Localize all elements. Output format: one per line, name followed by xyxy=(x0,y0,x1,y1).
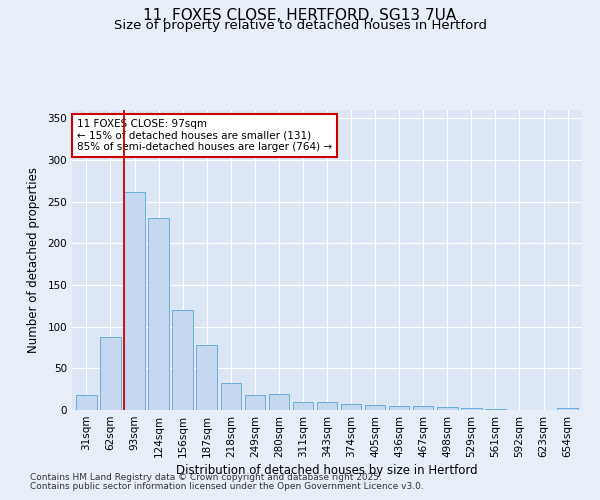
Bar xyxy=(172,310,193,410)
Bar xyxy=(76,395,97,410)
Bar xyxy=(124,192,145,410)
Bar xyxy=(461,408,482,410)
Bar xyxy=(485,409,506,410)
Bar xyxy=(389,406,409,410)
Bar xyxy=(100,336,121,410)
X-axis label: Distribution of detached houses by size in Hertford: Distribution of detached houses by size … xyxy=(176,464,478,477)
Bar xyxy=(413,406,433,410)
Bar xyxy=(317,402,337,410)
Bar xyxy=(437,406,458,410)
Text: Contains public sector information licensed under the Open Government Licence v3: Contains public sector information licen… xyxy=(30,482,424,491)
Text: 11 FOXES CLOSE: 97sqm
← 15% of detached houses are smaller (131)
85% of semi-det: 11 FOXES CLOSE: 97sqm ← 15% of detached … xyxy=(77,119,332,152)
Text: Contains HM Land Registry data © Crown copyright and database right 2025.: Contains HM Land Registry data © Crown c… xyxy=(30,474,382,482)
Bar xyxy=(293,402,313,410)
Bar xyxy=(148,218,169,410)
Bar xyxy=(557,408,578,410)
Bar xyxy=(365,405,385,410)
Bar xyxy=(341,404,361,410)
Y-axis label: Number of detached properties: Number of detached properties xyxy=(28,167,40,353)
Bar xyxy=(221,384,241,410)
Text: Size of property relative to detached houses in Hertford: Size of property relative to detached ho… xyxy=(113,19,487,32)
Bar xyxy=(269,394,289,410)
Bar xyxy=(245,395,265,410)
Text: 11, FOXES CLOSE, HERTFORD, SG13 7UA: 11, FOXES CLOSE, HERTFORD, SG13 7UA xyxy=(143,8,457,22)
Bar xyxy=(196,345,217,410)
